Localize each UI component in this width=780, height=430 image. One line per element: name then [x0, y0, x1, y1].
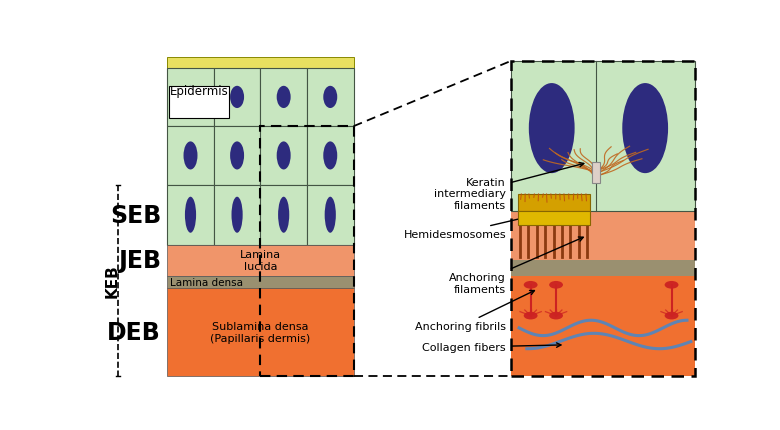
Ellipse shape: [324, 197, 336, 233]
Ellipse shape: [183, 86, 197, 109]
Text: Keratin
intermediary
filaments: Keratin intermediary filaments: [434, 163, 583, 210]
Bar: [592, 162, 600, 184]
Bar: [167, 288, 353, 376]
Bar: [512, 61, 695, 376]
Text: JEB: JEB: [118, 249, 161, 273]
Text: Anchoring fibrils: Anchoring fibrils: [415, 291, 534, 332]
Bar: [512, 61, 695, 212]
Ellipse shape: [232, 197, 243, 233]
Bar: [261, 68, 307, 127]
Text: Hemidesmosomes: Hemidesmosomes: [403, 203, 585, 240]
Ellipse shape: [183, 142, 197, 170]
Bar: [518, 212, 590, 225]
Ellipse shape: [549, 312, 563, 320]
Bar: [518, 194, 590, 212]
Text: Collagen fibers: Collagen fibers: [423, 342, 561, 352]
Ellipse shape: [277, 86, 291, 109]
Bar: [167, 68, 214, 127]
Ellipse shape: [523, 312, 537, 320]
Text: SEB: SEB: [110, 203, 161, 227]
Ellipse shape: [230, 142, 244, 170]
Bar: [167, 245, 353, 276]
Ellipse shape: [665, 281, 679, 289]
Bar: [307, 68, 353, 127]
Bar: [167, 185, 214, 245]
Text: Epidermis: Epidermis: [169, 85, 229, 98]
Ellipse shape: [277, 142, 291, 170]
Bar: [261, 127, 353, 376]
Ellipse shape: [622, 84, 668, 174]
Bar: [307, 185, 353, 245]
Ellipse shape: [230, 86, 244, 109]
Ellipse shape: [665, 312, 679, 320]
Text: Sublamina densa
(Papillaris dermis): Sublamina densa (Papillaris dermis): [211, 321, 310, 343]
Bar: [512, 261, 695, 276]
Text: DEB: DEB: [108, 320, 161, 344]
Bar: [307, 127, 353, 185]
Ellipse shape: [523, 281, 537, 289]
Bar: [214, 68, 261, 127]
Bar: [214, 127, 261, 185]
Bar: [167, 58, 353, 68]
Text: KEB: KEB: [105, 264, 119, 298]
Bar: [214, 185, 261, 245]
Bar: [512, 61, 695, 212]
Ellipse shape: [529, 84, 575, 174]
Ellipse shape: [278, 197, 289, 233]
Bar: [261, 127, 307, 185]
Bar: [512, 212, 695, 261]
Bar: [167, 276, 353, 288]
Text: Lamina
lucida: Lamina lucida: [239, 250, 281, 271]
Ellipse shape: [549, 281, 563, 289]
Bar: [261, 185, 307, 245]
Bar: [512, 276, 695, 376]
Ellipse shape: [185, 197, 196, 233]
Bar: [168, 87, 229, 119]
Ellipse shape: [323, 86, 337, 109]
Text: Lamina densa: Lamina densa: [170, 277, 243, 287]
Bar: [167, 127, 214, 185]
Ellipse shape: [323, 142, 337, 170]
Text: Anchoring
filaments: Anchoring filaments: [449, 237, 583, 295]
